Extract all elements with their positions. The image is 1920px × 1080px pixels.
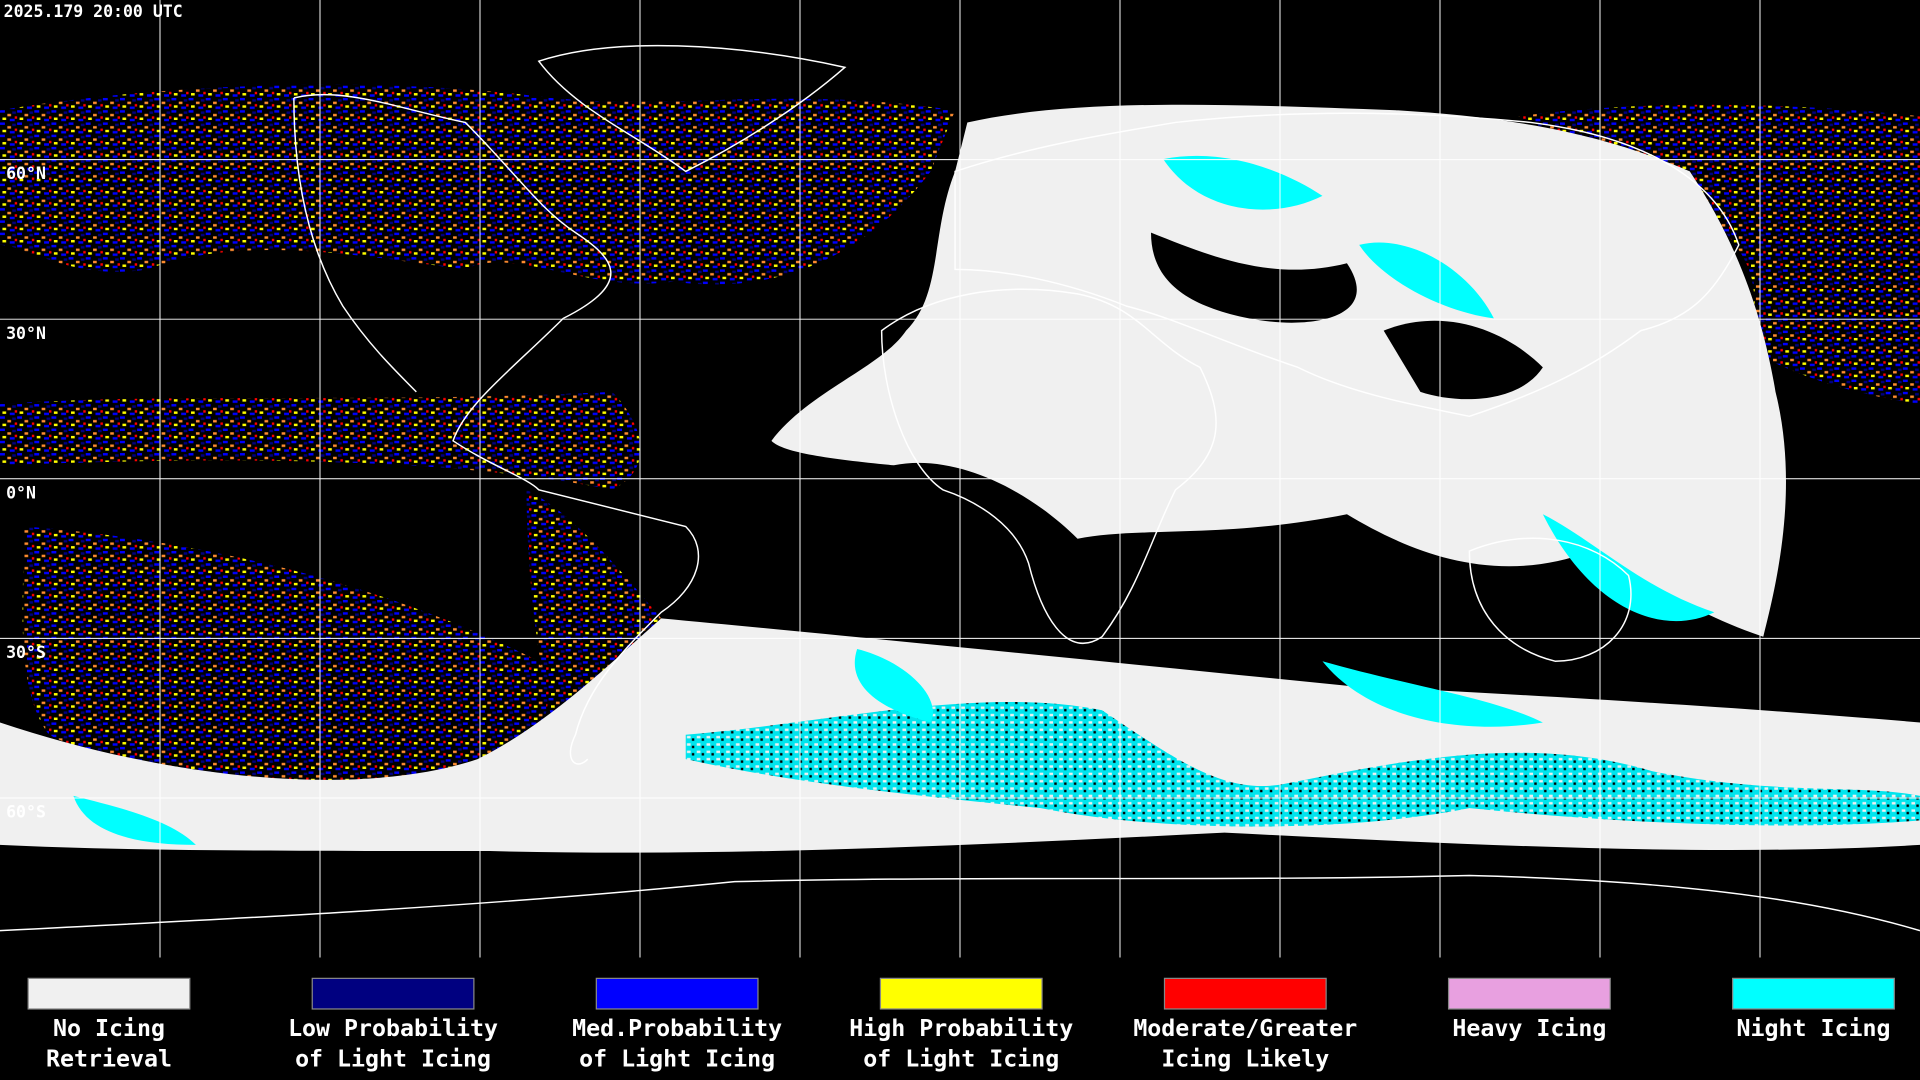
legend-label: Night Icing (1736, 1015, 1890, 1042)
southern-night-icing (685, 701, 1920, 827)
legend-label: Retrieval (46, 1046, 172, 1073)
legend-swatch (879, 977, 1043, 1010)
africa (880, 288, 1217, 644)
day-side-no-icing (771, 104, 1786, 637)
legend-label: of Light Icing (863, 1046, 1059, 1073)
latitude-labels: 60°N 30°N 0°N 30°S 60°S (6, 164, 46, 821)
timestamp: 2025.179 20:00 UTC (4, 2, 183, 21)
graticule (0, 0, 1920, 958)
legend-label: Heavy Icing (1452, 1015, 1606, 1042)
antarctica (0, 874, 1920, 932)
legend-swatch (27, 977, 191, 1010)
latitude-label: 60°N (6, 164, 46, 183)
legend-swatch (1163, 977, 1327, 1010)
latitude-label: 0°N (6, 483, 36, 502)
americas-coast (293, 93, 700, 765)
legend-label: of Light Icing (579, 1046, 775, 1073)
legend-label: of Light Icing (295, 1046, 491, 1073)
legend-swatch (1447, 977, 1611, 1010)
legend-swatch (311, 977, 475, 1010)
legend-label: Moderate/Greater (1133, 1015, 1357, 1042)
latitude-label: 30°N (6, 324, 46, 343)
east-icing (1518, 104, 1920, 405)
south-pacific-icing (22, 526, 548, 784)
legend-label: No Icing (53, 1015, 165, 1042)
latitude-label: 60°S (6, 803, 46, 822)
north-icing (0, 84, 956, 285)
legend-label: High Probability (849, 1015, 1073, 1042)
legend-label: Icing Likely (1161, 1046, 1329, 1073)
legend-swatch (595, 977, 759, 1010)
west-coast (293, 97, 417, 393)
legend-label: Low Probability (288, 1015, 498, 1042)
legend-swatch (1732, 977, 1895, 1010)
greenland (537, 44, 847, 173)
legend: No Icing Retrieval Low Probability of Light… (27, 977, 1895, 1073)
coastlines (0, 44, 1920, 932)
clear-sky (1383, 320, 1543, 400)
legend-label: Med.Probability (572, 1015, 782, 1042)
south-america-icing (526, 489, 662, 760)
eurasia (954, 112, 1740, 418)
latitude-label: 30°S (6, 643, 46, 662)
clear-sky (1151, 232, 1357, 323)
australia (1468, 537, 1632, 662)
